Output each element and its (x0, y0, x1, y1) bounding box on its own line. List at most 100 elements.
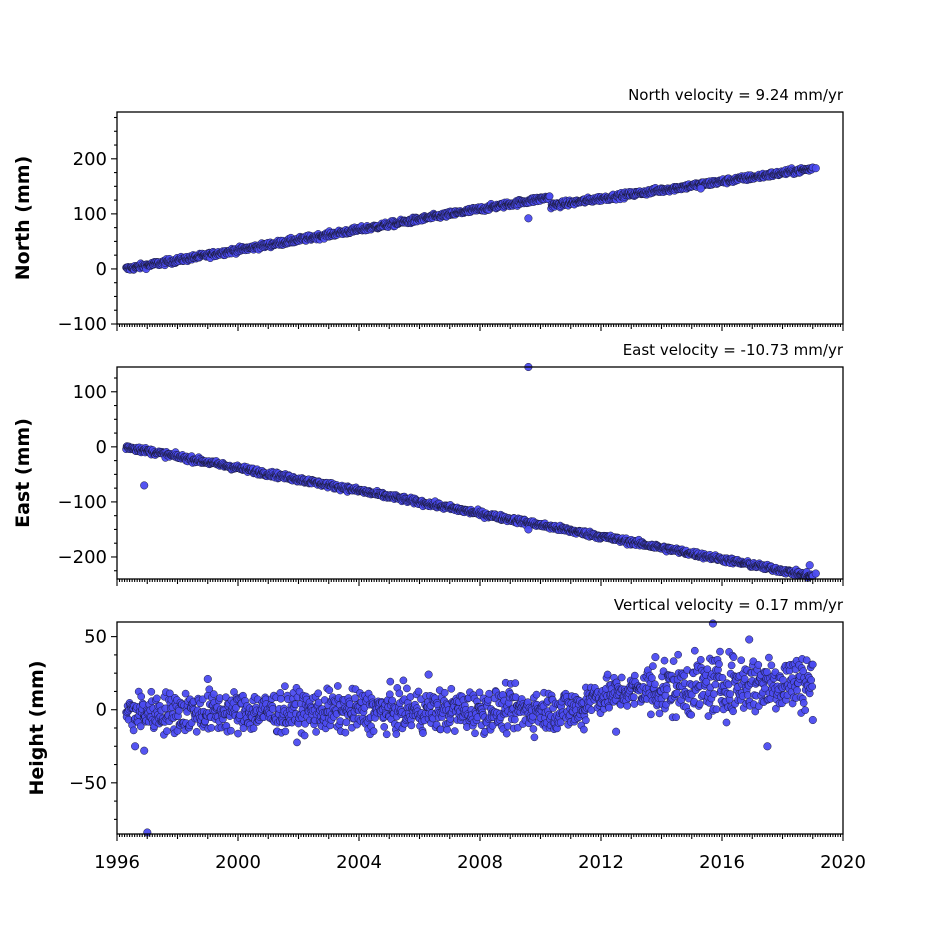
data-point (808, 682, 817, 691)
north-panel: North velocity = 9.24 mm/yr −1000100200 … (12, 86, 844, 335)
data-point (765, 653, 773, 662)
data-point (443, 725, 452, 734)
height-panel: Vertical velocity = 0.17 mm/yr −50 0 50 19… (26, 596, 866, 873)
data-point (716, 647, 724, 656)
y-tick-label: 100 (73, 382, 107, 403)
data-point (737, 656, 746, 665)
data-point (341, 728, 350, 737)
east-plot-frame (116, 366, 844, 580)
data-point (163, 727, 171, 735)
data-point (447, 684, 456, 693)
data-point (227, 726, 235, 735)
north-plot-frame (116, 111, 844, 325)
outlier-point (651, 653, 660, 662)
data-point (529, 725, 538, 733)
data-point (603, 670, 612, 679)
data-point (440, 688, 449, 697)
outlier-point (524, 214, 533, 223)
data-point (399, 676, 408, 685)
data-point (623, 702, 632, 710)
data-point (660, 656, 669, 665)
data-point (715, 660, 723, 668)
data-point (617, 673, 626, 682)
outlier-point (524, 525, 533, 534)
data-point (407, 721, 416, 730)
outlier-point (763, 742, 772, 751)
data-point (729, 707, 737, 716)
data-point (137, 692, 146, 701)
data-point (727, 661, 736, 670)
data-point (799, 699, 808, 707)
data-point (545, 192, 554, 201)
data-point (147, 687, 156, 696)
east-x-ticks (116, 579, 844, 586)
outlier-point (131, 742, 140, 751)
data-point (192, 727, 201, 736)
data-point (414, 687, 423, 696)
data-point (386, 677, 395, 686)
east-velocity-title: East velocity = -10.73 mm/yr (623, 341, 844, 359)
data-point (767, 661, 776, 670)
data-point (314, 689, 323, 698)
y-tick-label: −100 (58, 492, 107, 513)
data-point (605, 703, 613, 712)
data-point (249, 724, 258, 733)
data-point (207, 723, 216, 732)
data-point (687, 710, 696, 719)
data-point (281, 682, 289, 691)
outlier-point (140, 481, 149, 490)
data-point (711, 680, 720, 689)
y-tick-label: 0 (96, 437, 107, 458)
vertical-velocity-title: Vertical velocity = 0.17 mm/yr (614, 596, 844, 614)
outlier-point (612, 727, 621, 736)
data-point (333, 682, 342, 690)
data-point (152, 694, 161, 703)
height-points (122, 619, 817, 837)
height-y-ticks: −50 0 50 (69, 627, 117, 820)
y-tick-label: −200 (58, 547, 107, 568)
data-point (669, 657, 678, 665)
north-points (122, 163, 820, 274)
outlier-point (140, 746, 149, 755)
y-tick-label: 50 (84, 627, 107, 648)
data-point (801, 706, 810, 715)
data-point (807, 676, 816, 684)
data-point (342, 718, 351, 727)
data-point (729, 653, 738, 662)
data-point (502, 729, 511, 738)
data-point (754, 661, 763, 669)
east-y-ticks: −200 −100 0 100 (58, 377, 117, 572)
outlier-point (805, 561, 814, 570)
data-point (293, 738, 301, 747)
data-point (392, 730, 401, 738)
east-panel: East velocity = -10.73 mm/yr −200 −100 0 10… (12, 341, 844, 586)
data-point (629, 693, 638, 701)
east-points (122, 362, 820, 582)
data-point (511, 679, 520, 687)
data-point (369, 727, 378, 736)
height-x-ticks: 1996 2000 2004 2008 2012 2016 2020 (94, 834, 866, 873)
data-point (672, 713, 680, 722)
data-point (395, 689, 404, 698)
data-point (651, 680, 659, 689)
data-point (419, 729, 427, 737)
outlier-point (696, 184, 705, 193)
outlier-point (424, 670, 433, 679)
data-point (450, 727, 459, 735)
data-point (743, 691, 752, 699)
data-point (300, 731, 309, 740)
data-point (388, 696, 397, 705)
y-tick-label: 200 (73, 149, 107, 170)
data-point (582, 716, 590, 725)
y-tick-label: 0 (96, 700, 107, 721)
north-y-ticks: −100 0 100 200 (58, 116, 117, 335)
data-point (649, 662, 657, 670)
data-point (530, 733, 539, 742)
data-point (312, 728, 320, 736)
data-point (234, 729, 242, 738)
data-point (510, 715, 519, 724)
y-tick-label: −100 (58, 314, 107, 335)
y-tick-label: 0 (96, 259, 107, 280)
data-point (690, 646, 699, 655)
